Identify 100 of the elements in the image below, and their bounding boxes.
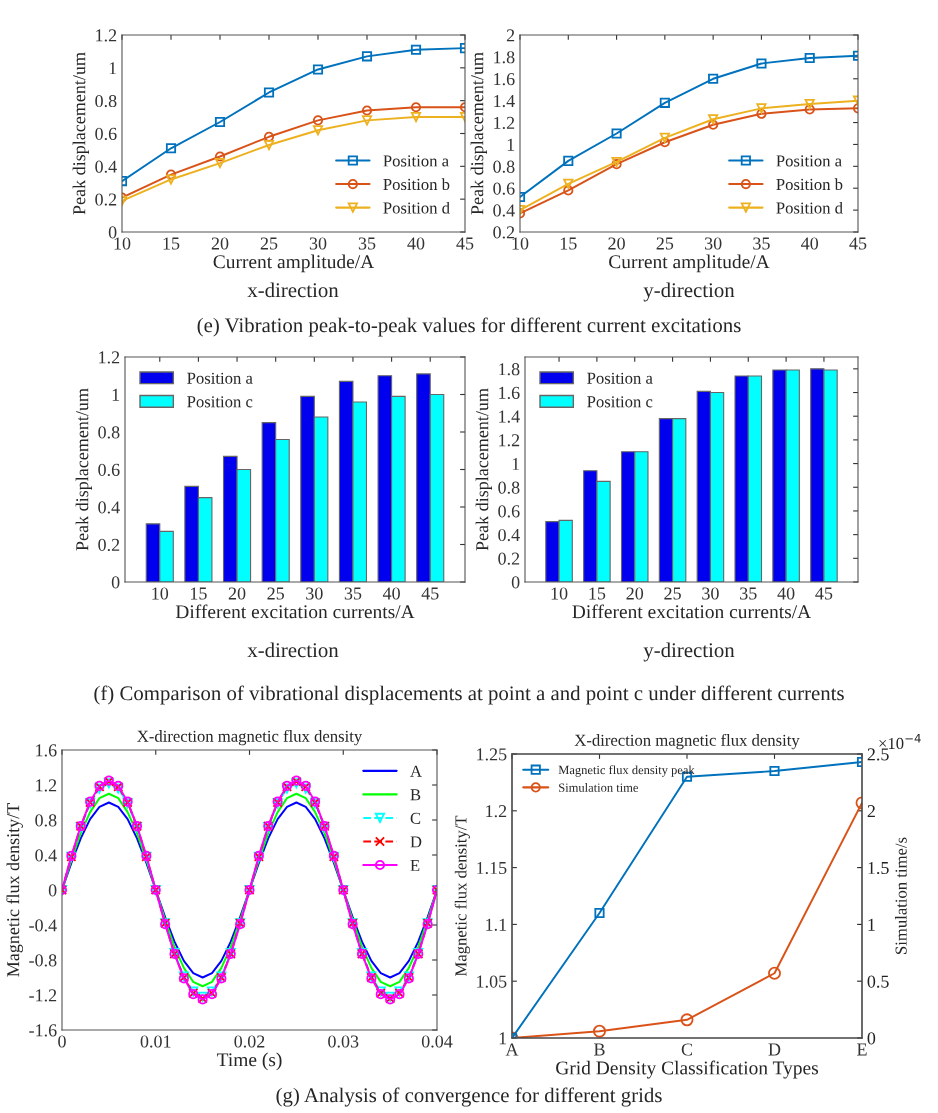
x-tick-label: D <box>768 1043 781 1056</box>
y-tick-label: 0 <box>48 884 57 897</box>
y2-tick-label: 1 <box>868 918 875 931</box>
x-tick-label: 45 <box>456 237 474 250</box>
x-tick-label: 35 <box>740 587 757 600</box>
x-tick-label: 30 <box>309 237 327 250</box>
y-tick-label: 0 <box>108 226 117 239</box>
y-axis-title: Peak displacement/um <box>75 388 93 551</box>
x-tick-label: 45 <box>815 587 833 600</box>
x-tick-label: 10 <box>551 587 568 600</box>
legend-label: Simulation time <box>559 783 639 792</box>
point <box>165 143 177 154</box>
y2-tick-label: 0.5 <box>867 975 889 988</box>
x-tick-label: C <box>681 1043 693 1056</box>
point <box>165 169 177 180</box>
point <box>361 115 373 126</box>
legend-label: Position a <box>776 155 842 167</box>
y-tick-label: 1.2 <box>96 29 117 42</box>
x-tick-label: 10 <box>152 587 169 600</box>
legend-label: Position b <box>383 178 450 191</box>
point <box>263 87 275 98</box>
legend-label: Position a <box>187 372 253 384</box>
legend-label: D <box>410 836 422 848</box>
y-axis-title: Magnetic flux density/T <box>454 815 470 977</box>
point <box>708 119 719 130</box>
x-tick-label: 25 <box>664 587 681 600</box>
legend-label: E <box>410 859 420 871</box>
y-tick-label: 1.2 <box>494 116 515 130</box>
legend-label: Position a <box>587 372 653 384</box>
legend-label: Position d <box>383 201 450 214</box>
point <box>708 114 719 125</box>
y-tick-label: 1.2 <box>486 805 507 818</box>
y-tick-label: 0.4 <box>35 849 57 862</box>
x-tick-label: 0.02 <box>234 1035 265 1048</box>
y-tick-label: 1.25 <box>477 748 507 761</box>
y-tick-label: 1.6 <box>494 73 515 86</box>
x-tick-label: 25 <box>656 237 674 250</box>
legend-label: Magnetic flux density peak <box>558 765 695 777</box>
x-tick-label: 15 <box>560 237 577 250</box>
legend-label: Position c <box>187 396 253 408</box>
point <box>410 112 422 123</box>
point <box>563 155 574 166</box>
x-tick-label: 35 <box>358 237 376 250</box>
legend-label: Position b <box>776 178 843 191</box>
point <box>563 185 574 196</box>
x-tick-label: 10 <box>512 237 529 250</box>
y-tick-label: 0.8 <box>498 481 520 494</box>
point <box>263 131 275 142</box>
x-tick-label: 40 <box>382 587 400 600</box>
y-tick-label: -1.2 <box>29 989 57 1002</box>
point <box>410 102 422 113</box>
x-tick-label: 45 <box>421 587 439 600</box>
y2-tick-label: 1.5 <box>868 861 889 875</box>
y-tick-label: 0.4 <box>498 528 520 542</box>
legend-label: Position d <box>776 201 843 214</box>
y-tick-label: 0.6 <box>98 463 120 477</box>
x-tick-label: 30 <box>702 587 719 600</box>
x-tick-label: 30 <box>704 237 722 250</box>
x-tick-label: 35 <box>753 237 770 250</box>
y-tick-label: 1.8 <box>494 51 515 64</box>
point <box>804 52 815 64</box>
x-tick-label: E <box>857 1043 867 1056</box>
point <box>769 765 780 777</box>
point <box>312 64 324 75</box>
y-tick-label: -0.8 <box>29 954 57 967</box>
y-axis-title: Peak displacement/um <box>72 52 90 215</box>
x-tick-label: 25 <box>267 587 284 600</box>
y-tick-label: 0.4 <box>95 160 117 173</box>
point <box>593 1024 606 1038</box>
x-tick-label: 40 <box>801 237 819 250</box>
point <box>312 115 324 126</box>
x-tick-label: 10 <box>114 237 131 250</box>
text: (g) Analysis of convergence for different grids <box>276 1087 662 1107</box>
point <box>756 108 767 119</box>
point <box>680 1013 694 1027</box>
y2-tick-label: 2 <box>867 805 875 818</box>
y-tick-label: 0 <box>111 576 120 589</box>
x-tick-label: 35 <box>344 587 362 600</box>
y-tick-label: -1.6 <box>29 1024 57 1037</box>
y2-axis-title: Simulation time/s <box>894 837 907 954</box>
y-tick-label: 2 <box>506 29 515 42</box>
point <box>708 73 719 84</box>
point <box>214 157 226 169</box>
y-tick-label: 0.4 <box>493 204 515 217</box>
y-tick-label: 0.8 <box>493 160 515 173</box>
x-tick-label: 40 <box>777 587 795 600</box>
point <box>214 116 226 128</box>
legend-label: C <box>410 812 421 824</box>
y-tick-label: 1.1 <box>486 918 507 931</box>
y-tick-label: 0.6 <box>498 505 520 518</box>
y-tick-label: 0.2 <box>498 552 520 565</box>
text: (e) Vibration peak-to-peak values for different current excitations <box>197 317 741 337</box>
y-tick-label: 0.8 <box>98 426 120 439</box>
point <box>659 132 670 143</box>
point <box>611 128 622 139</box>
y-tick-label: 1 <box>109 62 117 75</box>
x-axis-title: Grid Density Classification Types <box>556 1060 819 1079</box>
point <box>312 125 324 136</box>
text: x-direction <box>247 642 339 658</box>
legend-label: A <box>410 765 422 777</box>
